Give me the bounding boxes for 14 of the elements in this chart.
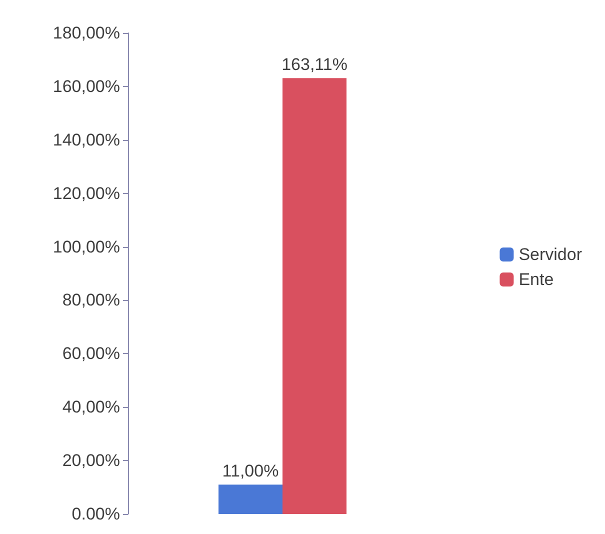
y-tick-label: 20,00%	[62, 451, 120, 470]
y-tick-label: 160,00%	[52, 76, 120, 96]
y-tick-label: 180,00%	[52, 24, 120, 42]
y-tick-label: 40,00%	[62, 398, 120, 417]
y-tick-label: 120,00%	[52, 184, 120, 203]
data-label: 11,00%	[222, 462, 279, 481]
y-tick-label: 0.00%	[72, 504, 120, 524]
data-label: 163,11%	[282, 55, 348, 74]
y-tick-label: 60,00%	[62, 344, 120, 364]
legend-label: Servidor	[518, 245, 582, 264]
legend-label: Ente	[518, 270, 554, 289]
y-tick-label: 100,00%	[52, 237, 120, 256]
y-tick-label: 140,00%	[52, 130, 120, 150]
y-tick-label: 80,00%	[62, 290, 120, 310]
